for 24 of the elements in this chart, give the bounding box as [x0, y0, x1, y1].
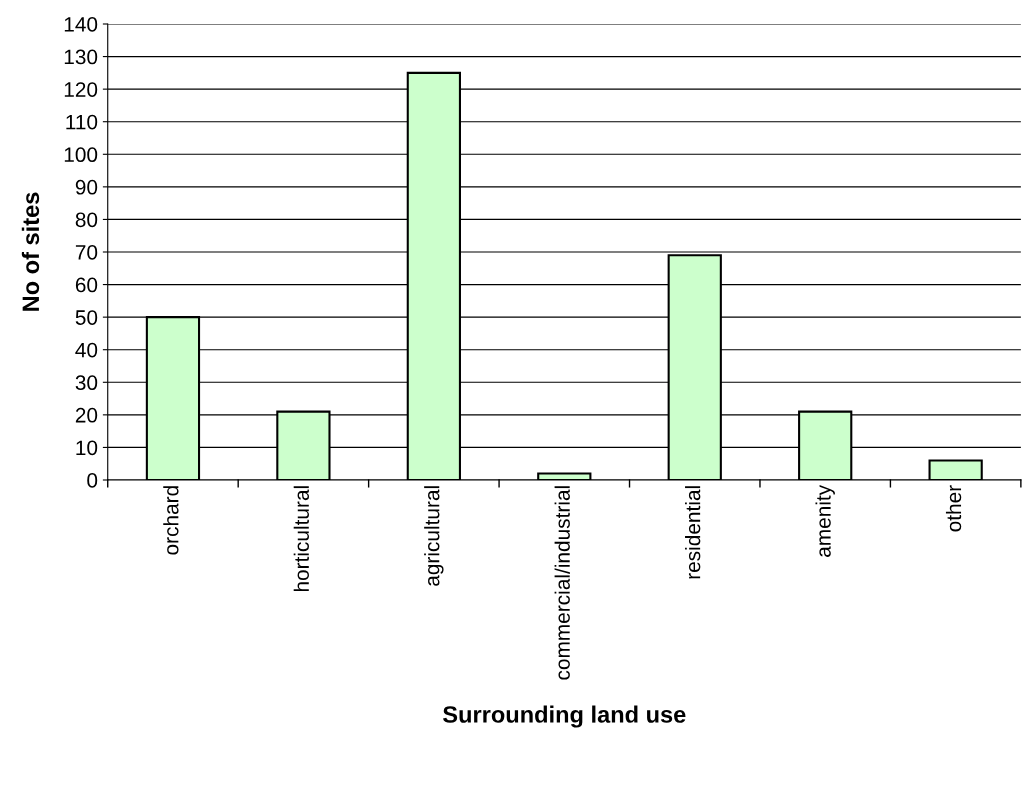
y-tick-label: 120	[64, 82, 98, 97]
x-tick-label: residential	[685, 486, 701, 579]
x-tick-label: commercial/industrial	[554, 486, 570, 680]
y-tick-label: 30	[75, 375, 98, 391]
y-tick-label: 10	[76, 440, 98, 456]
x-tick-label: other	[945, 485, 962, 532]
y-tick-label: 130	[64, 49, 98, 65]
x-tick-label: orchard	[163, 486, 179, 555]
y-tick-label: 50	[75, 310, 98, 325]
x-tick-label: horticultural	[293, 486, 309, 592]
y-tick-label: 90	[75, 179, 98, 195]
x-tick-label: amenity	[815, 484, 835, 557]
y-tick-label: 140	[64, 17, 98, 32]
y-tick-label: 0	[87, 473, 98, 488]
y-tick-label: 60	[75, 277, 98, 293]
y-tick-label: 40	[75, 342, 98, 358]
y-tick-label: 100	[64, 147, 98, 163]
y-tick-label: 20	[75, 407, 98, 423]
x-tick-label: agricultural	[424, 486, 444, 586]
y-axis-title: No of sites	[21, 192, 40, 311]
x-axis-title: Surrounding land use	[442, 705, 686, 728]
y-tick-label: 80	[75, 212, 98, 228]
y-tick-label: 70	[75, 245, 98, 260]
y-tick-label: 110	[66, 114, 98, 130]
